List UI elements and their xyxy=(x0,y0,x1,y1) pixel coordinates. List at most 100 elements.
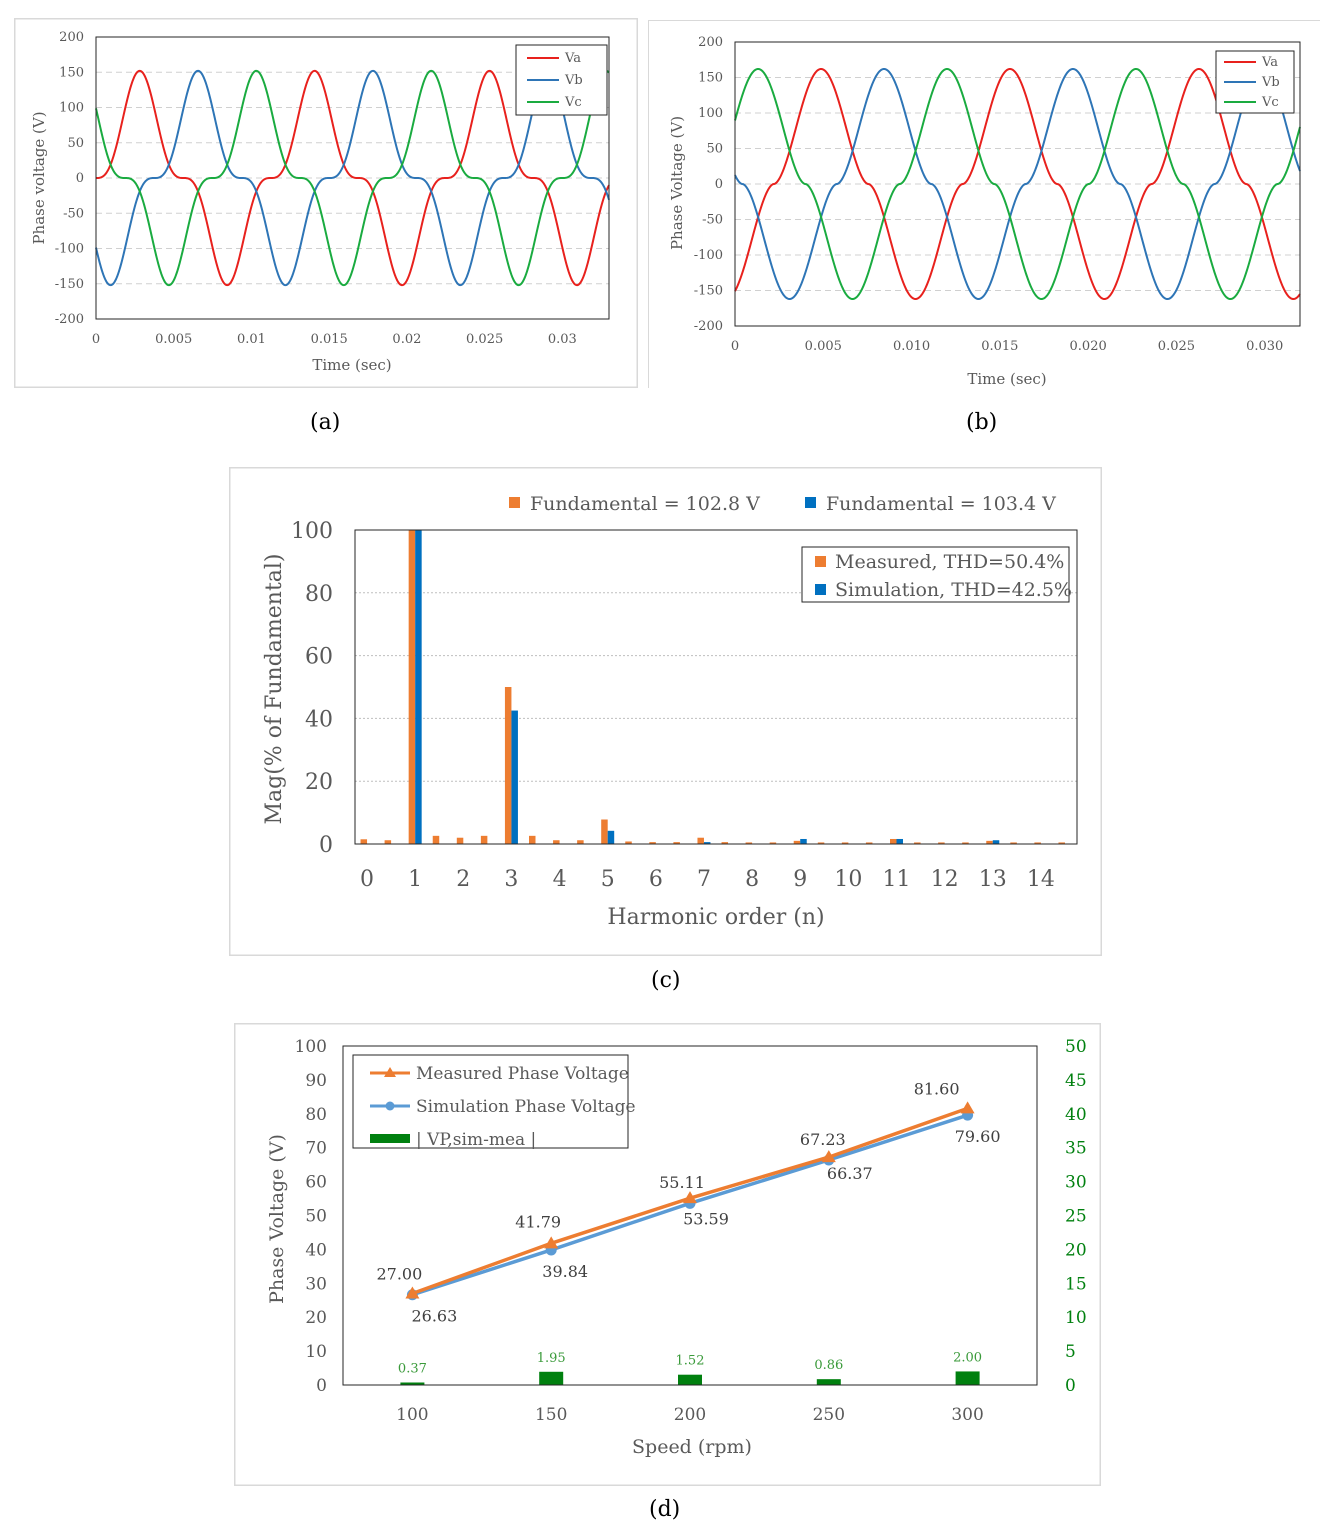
x-tick-label: 0.005 xyxy=(805,339,842,354)
measured-bar xyxy=(504,687,512,844)
measured-bar xyxy=(914,842,921,844)
y-tick-label: 70 xyxy=(305,1139,327,1159)
y-tick-label: 60 xyxy=(305,1173,327,1193)
caption-b: (b) xyxy=(966,410,998,435)
x-tick-label: 250 xyxy=(813,1405,845,1425)
chart-b-y-ticks: 200 150 100 50 0 -50 -100 -150 -200 xyxy=(694,35,723,334)
legend-swatch xyxy=(815,556,826,567)
x-tick-label: 0.02 xyxy=(392,332,421,347)
measured-bar xyxy=(938,842,945,844)
measured-bar xyxy=(962,842,969,844)
caption-a: (a) xyxy=(310,410,341,435)
measured-value-label: 81.60 xyxy=(914,1079,960,1098)
chart-d-ylabel: Phase Voltage (V) xyxy=(266,1134,288,1304)
measured-point xyxy=(683,1191,697,1204)
series-line-va xyxy=(734,67,1301,301)
legend-label-va: Va xyxy=(564,51,581,66)
difference-bar xyxy=(678,1374,702,1385)
measured-point xyxy=(544,1236,559,1249)
x-tick-label: 1 xyxy=(408,867,422,892)
measured-bar xyxy=(986,840,993,844)
chart-a: 200 150 100 50 0 -50 -100 -150 -200 0 0.005 0.01 0.… xyxy=(14,18,638,388)
y-tick-label: 60 xyxy=(305,645,333,670)
top-legend-swatch xyxy=(509,497,520,508)
difference-bar xyxy=(816,1379,841,1385)
measured-value-label: 41.79 xyxy=(515,1212,561,1231)
legend-label-vb: Vb xyxy=(564,73,583,88)
series-line-va xyxy=(96,69,610,287)
measured-bar xyxy=(1034,842,1041,844)
measured-bar xyxy=(360,839,368,844)
x-tick-label: 3 xyxy=(504,867,518,892)
chart-c-x-ticks: 0 1 2 3 4 5 6 7 8 9 10 11 12 13 14 xyxy=(360,867,1055,892)
x-tick-label: 8 xyxy=(745,867,759,892)
x-tick-label: 2 xyxy=(456,867,470,892)
x-tick-label: 7 xyxy=(697,867,711,892)
difference-bar xyxy=(400,1382,425,1385)
measured-bar xyxy=(865,842,873,844)
measured-value-label: 27.00 xyxy=(376,1264,422,1283)
y-tick-label: 150 xyxy=(59,65,84,80)
y-tick-label: 80 xyxy=(305,1105,327,1125)
y-tick-label: 20 xyxy=(305,1308,327,1328)
measured-bar xyxy=(384,840,392,844)
measured-bar xyxy=(577,840,584,844)
top-legend-label: Fundamental = 103.4 V xyxy=(826,493,1056,515)
x-tick-label: 0 xyxy=(360,867,374,892)
measured-bar xyxy=(793,840,801,844)
chart-d-y-ticks: 0 10 20 30 40 50 60 70 80 90 100 xyxy=(295,1037,327,1396)
y2-tick-label: 5 xyxy=(1065,1342,1076,1362)
simulation-bar xyxy=(511,710,518,844)
y-tick-label: -200 xyxy=(55,312,84,327)
x-tick-label: 200 xyxy=(674,1405,706,1425)
y2-tick-label: 0 xyxy=(1065,1376,1076,1396)
measured-bar xyxy=(1010,842,1017,844)
chart-d-y2-ticks: 0 5 10 15 20 25 30 35 40 45 50 xyxy=(1065,1037,1087,1396)
measured-point xyxy=(405,1286,420,1299)
legend-label-va: Va xyxy=(1261,55,1278,70)
difference-bar xyxy=(955,1371,980,1385)
y-tick-label: 0 xyxy=(76,171,84,186)
x-tick-label: 10 xyxy=(834,867,862,892)
chart-d: 0.37 1.95 1.52 0.86 2.00 27.00 41.79 55.11 67.23… xyxy=(234,1023,1101,1486)
y-tick-label: -150 xyxy=(55,277,84,292)
chart-c-xlabel: Harmonic order (n) xyxy=(607,905,824,930)
measured-bar xyxy=(456,837,464,844)
simulation-value-label: 53.59 xyxy=(683,1209,729,1228)
x-tick-label: 0 xyxy=(92,332,100,347)
y-tick-label: 100 xyxy=(698,106,723,121)
x-tick-label: 0.03 xyxy=(548,332,577,347)
caption-d: (d) xyxy=(649,1497,681,1522)
y-tick-label: -100 xyxy=(694,248,723,263)
simulation-value-label: 66.37 xyxy=(827,1164,873,1183)
chart-d-xlabel: Speed (rpm) xyxy=(632,1436,752,1458)
x-tick-label: 0.010 xyxy=(893,339,930,354)
measured-bar xyxy=(529,835,536,844)
measured-bar xyxy=(745,842,753,844)
legend-label-vc: Vc xyxy=(1261,95,1279,110)
y2-tick-label: 25 xyxy=(1065,1207,1087,1227)
x-tick-label: 0.015 xyxy=(981,339,1018,354)
legend-label: Measured Phase Voltage xyxy=(416,1064,629,1084)
simulation-bar xyxy=(896,838,903,844)
y2-tick-label: 50 xyxy=(1065,1037,1087,1057)
y-tick-label: 80 xyxy=(305,582,333,607)
y-tick-label: 200 xyxy=(698,35,723,50)
difference-bar-label: 0.37 xyxy=(398,1361,427,1376)
y-tick-label: 0 xyxy=(715,177,723,192)
measured-bar xyxy=(432,835,440,844)
y-tick-label: 30 xyxy=(305,1274,327,1294)
x-tick-label: 0.025 xyxy=(1158,339,1195,354)
x-tick-label: 5 xyxy=(601,867,615,892)
y-tick-label: 40 xyxy=(305,1240,327,1260)
chart-b-plot-area xyxy=(734,41,1301,327)
chart-a-x-ticks: 0 0.005 0.01 0.015 0.02 0.025 0.03 xyxy=(92,332,577,347)
legend-swatch xyxy=(815,584,826,595)
y-tick-label: 100 xyxy=(291,519,333,544)
chart-b-ylabel: Phase Voltage (V) xyxy=(668,116,686,250)
legend-label: Simulation Phase Voltage xyxy=(416,1097,636,1117)
chart-d-legend: Measured Phase Voltage Simulation Phase V… xyxy=(352,1054,636,1150)
simulation-bar xyxy=(992,840,1000,844)
simulation-bar xyxy=(800,838,807,844)
